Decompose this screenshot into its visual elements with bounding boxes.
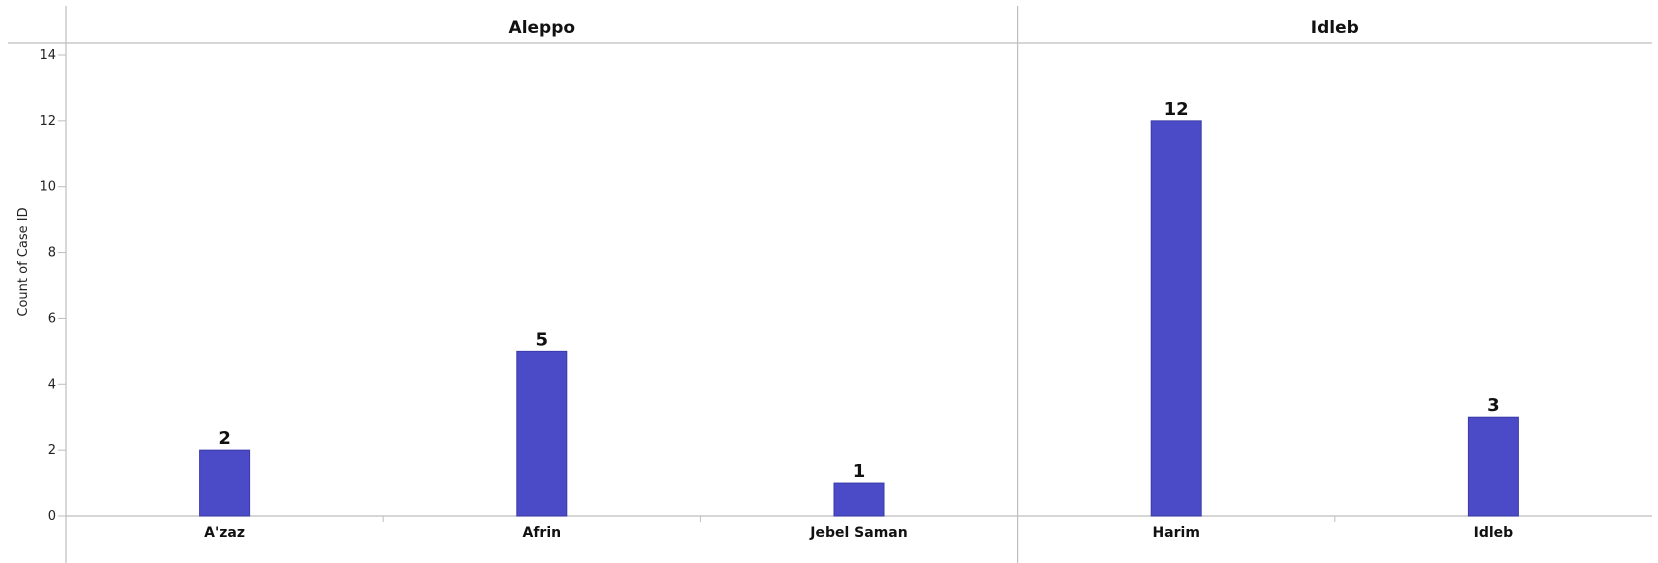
data-label: 12 [1164,99,1189,120]
panel-title-aleppo: Aleppo [509,18,576,38]
y-tick-label: 4 [48,377,56,392]
x-category-label: Afrin [522,525,561,541]
data-label: 2 [218,428,231,449]
y-axis-label: Count of Case ID [16,207,31,316]
panel-title-idleb: Idleb [1311,18,1359,38]
y-tick-label: 0 [48,509,56,524]
y-tick-label: 14 [39,48,56,63]
bar [1150,120,1202,517]
data-label: 1 [853,461,866,482]
x-category-label: Idleb [1474,525,1514,541]
y-tick-label: 2 [48,443,56,458]
y-tick-label: 10 [39,180,56,195]
x-category-label: Jebel Saman [809,525,907,541]
x-category-label: A'zaz [204,525,245,541]
bar [199,449,251,517]
bar [1467,416,1519,517]
bar [833,482,885,517]
bar [516,350,568,517]
x-category-label: Harim [1152,525,1199,541]
data-label: 3 [1487,395,1500,416]
y-tick-label: 8 [48,246,56,261]
data-label: 5 [536,329,549,350]
y-tick-label: 12 [39,114,56,129]
y-tick-label: 6 [48,311,56,326]
